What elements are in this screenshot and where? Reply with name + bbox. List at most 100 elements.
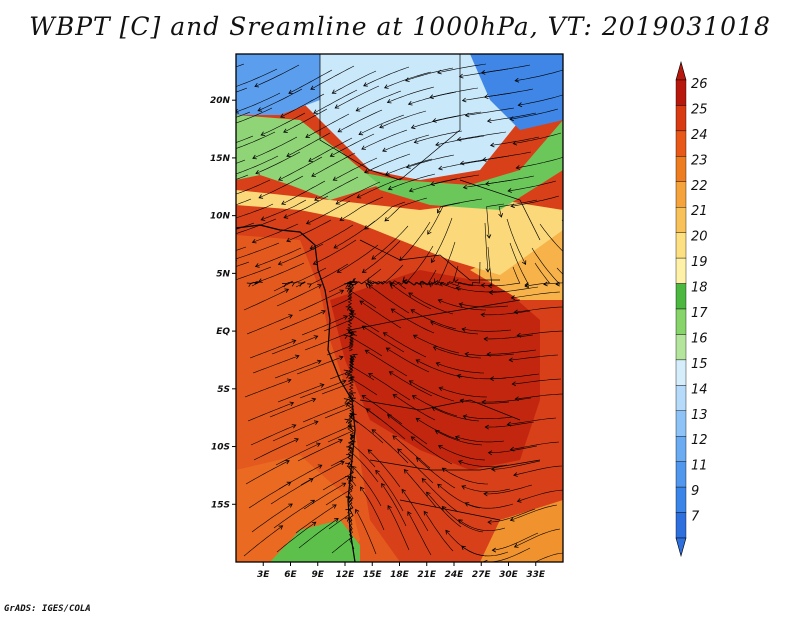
streamline-arrow (278, 525, 284, 530)
streamline-arrow (462, 184, 468, 190)
streamline-arrow (454, 435, 460, 440)
streamline-arrow (310, 499, 316, 505)
streamline-arrow (343, 369, 349, 375)
colorbar-label: 20 (691, 230, 708, 245)
streamline-arrow (334, 518, 339, 523)
streamline (510, 504, 558, 521)
colorbar-label: 7 (691, 510, 700, 525)
streamline (514, 306, 563, 313)
streamline-arrow (382, 147, 387, 152)
streamline (274, 360, 322, 379)
streamline (461, 485, 511, 493)
streamline (438, 445, 486, 461)
streamline-arrow (464, 112, 470, 118)
streamline-arrow (514, 77, 520, 83)
streamline-arrow (352, 353, 358, 359)
streamline (236, 92, 281, 113)
streamline (437, 198, 483, 213)
streamline (426, 492, 462, 528)
streamline-arrow (344, 402, 350, 408)
streamline (349, 446, 379, 483)
streamline-arrow (288, 89, 293, 94)
streamline-arrow (436, 208, 442, 214)
streamline (489, 286, 539, 293)
streamline (294, 267, 327, 284)
streamline (375, 470, 404, 512)
streamline (421, 478, 459, 513)
streamline (432, 111, 482, 122)
grads-credit: GrADS: IGES/COLA (4, 604, 91, 614)
streamline-arrow (351, 397, 356, 402)
lon-tick-label: 33E (526, 570, 546, 580)
streamline-arrow (506, 421, 512, 427)
streamline-arrow (599, 271, 603, 275)
streamline-arrow (337, 128, 343, 133)
streamline (346, 399, 359, 424)
streamline-arrow (515, 165, 521, 170)
streamline-arrow (344, 517, 350, 522)
streamline-arrow (509, 446, 515, 452)
streamline (236, 87, 248, 93)
streamline-arrow (512, 140, 518, 146)
streamline (429, 87, 479, 98)
colorbar: 26 25 24 23 22 21 20 19 18 17 16 15 14 13 12 11 9 7 (675, 60, 708, 558)
streamline (423, 511, 454, 552)
streamline (253, 438, 299, 461)
streamline (427, 202, 461, 235)
colorbar-swatch (675, 486, 687, 513)
streamline-arrow (524, 283, 530, 289)
streamline (413, 335, 460, 354)
streamline (363, 66, 410, 87)
streamline (539, 223, 563, 252)
streamline (367, 449, 401, 488)
colorbar-swatch (675, 359, 687, 386)
streamline (347, 476, 354, 511)
lon-tick-label: 21E (417, 570, 437, 580)
lat-tick-label: 15N (210, 154, 231, 164)
streamline-arrow (415, 359, 421, 364)
streamline-arrow (202, 274, 206, 278)
streamline (314, 176, 359, 201)
streamline (431, 217, 453, 263)
streamline (364, 153, 411, 173)
streamlines (202, 63, 603, 562)
streamline-arrow (291, 424, 297, 429)
streamline (385, 158, 433, 175)
streamline (455, 436, 505, 443)
streamline (442, 506, 484, 533)
lat-tick-label: 15S (211, 500, 230, 510)
streamline (488, 508, 536, 523)
streamline-arrow (319, 383, 325, 388)
streamline-arrow (343, 398, 349, 403)
streamline-arrow (290, 282, 295, 287)
streamline-arrow (333, 244, 339, 249)
streamline (512, 378, 562, 385)
streamline (401, 489, 429, 532)
streamline-arrow (412, 334, 418, 339)
streamline (324, 397, 353, 419)
streamline-arrow (461, 97, 467, 103)
streamline-arrow (371, 429, 377, 434)
map-panel (202, 54, 603, 562)
streamline-arrow (415, 457, 421, 462)
streamline-arrow (419, 283, 425, 288)
colorbar-label: 23 (691, 153, 708, 168)
streamline-arrow (254, 82, 259, 88)
streamline-arrow (312, 260, 318, 265)
colorbar-label: 11 (691, 459, 708, 474)
streamline (506, 218, 526, 265)
streamline-arrow (439, 282, 445, 287)
streamline (288, 69, 333, 94)
streamline (561, 219, 563, 222)
streamline-arrow (227, 123, 231, 127)
streamline-arrow (345, 476, 350, 481)
streamline-arrow (386, 414, 392, 419)
streamline (388, 173, 436, 190)
streamline (531, 247, 561, 285)
streamline (296, 356, 344, 375)
streamline-arrow (329, 152, 335, 157)
streamline (365, 350, 408, 377)
streamline (481, 64, 531, 74)
colorbar-label: 18 (691, 281, 708, 296)
